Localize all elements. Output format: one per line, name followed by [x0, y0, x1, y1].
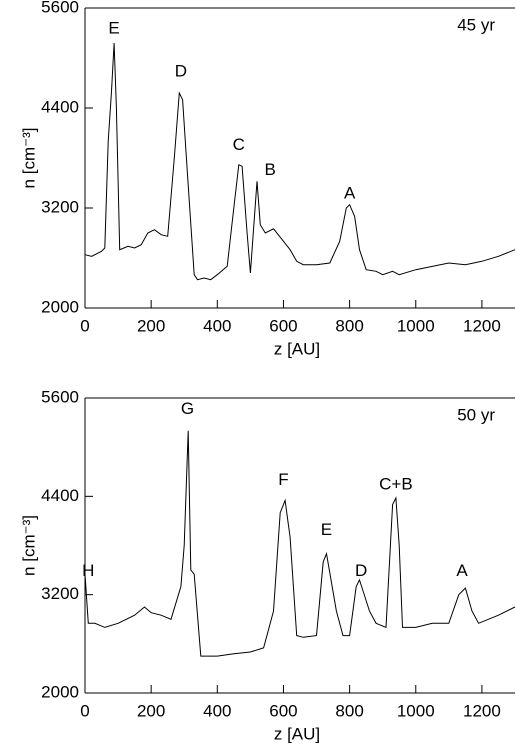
x-tick-label: 200	[137, 701, 165, 720]
y-tick-label: 4400	[41, 486, 79, 505]
y-tick-label: 5600	[41, 387, 79, 406]
y-tick-label: 3200	[41, 584, 79, 603]
x-axis-label: z [AU]	[274, 339, 320, 358]
x-tick-label: 0	[80, 316, 89, 335]
data-line	[84, 430, 516, 657]
panel-label: 50 yr	[457, 405, 495, 424]
x-tick-label: 1000	[397, 316, 435, 335]
panel-label: 45 yr	[457, 15, 495, 34]
y-tick-label: 5600	[41, 0, 79, 16]
peak-label: A	[344, 183, 356, 202]
x-tick-label: 400	[203, 316, 231, 335]
y-tick-label: 4400	[41, 97, 79, 116]
x-tick-label: 800	[335, 316, 363, 335]
y-tick-label: 2000	[41, 682, 79, 701]
peak-label: D	[175, 62, 187, 81]
x-tick-label: 1200	[463, 701, 501, 720]
peak-label: G	[181, 399, 194, 418]
x-tick-label: 1200	[463, 316, 501, 335]
peak-label: D	[355, 561, 367, 580]
peak-label: A	[456, 561, 468, 580]
x-tick-label: 200	[137, 316, 165, 335]
y-axis-label: n [cm⁻³]	[19, 128, 38, 189]
y-axis-label: n [cm⁻³]	[19, 515, 38, 576]
x-tick-label: 400	[203, 701, 231, 720]
x-tick-label: 600	[269, 316, 297, 335]
peak-label: E	[108, 18, 119, 37]
x-tick-label: 800	[335, 701, 363, 720]
x-tick-label: 600	[269, 701, 297, 720]
x-tick-label: 0	[80, 701, 89, 720]
peak-label: C+B	[379, 474, 413, 493]
peak-label: B	[265, 160, 276, 179]
data-line	[84, 42, 516, 281]
peak-label: C	[233, 135, 245, 154]
y-tick-label: 2000	[41, 297, 79, 316]
peak-label: F	[278, 470, 288, 489]
x-axis-label: z [AU]	[274, 724, 320, 743]
peak-label: H	[82, 561, 94, 580]
peak-label: E	[321, 520, 332, 539]
y-tick-label: 3200	[41, 197, 79, 216]
x-tick-label: 1000	[397, 701, 435, 720]
